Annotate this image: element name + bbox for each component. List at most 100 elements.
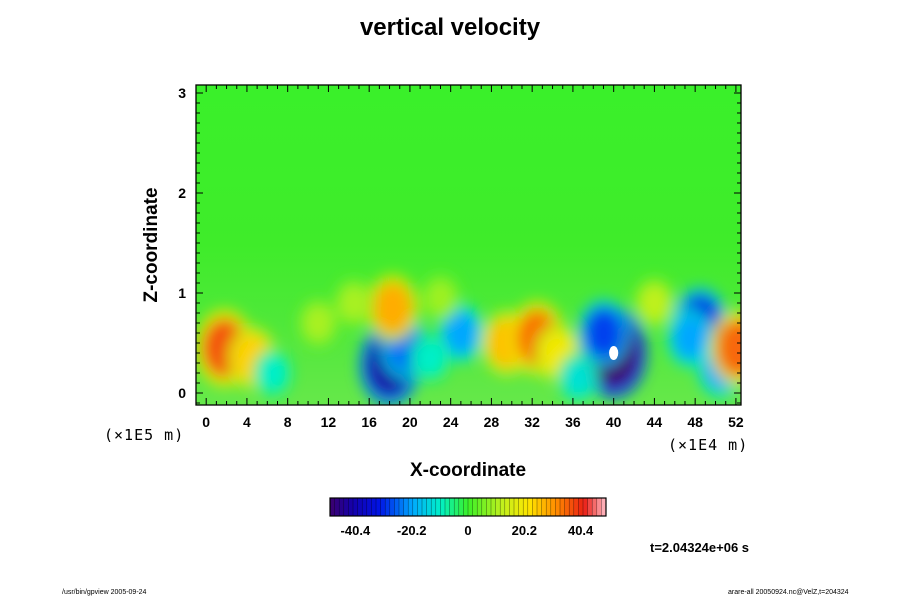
colorbar-segment <box>339 498 345 516</box>
colorbar: -40.4 -20.2 0 20.2 40.4 <box>329 497 607 538</box>
colorbar-segment <box>408 498 414 516</box>
colorbar-segment <box>560 498 565 516</box>
colorbar-segment <box>472 498 478 516</box>
colorbar-tick-label: 40.4 <box>568 523 594 538</box>
out-of-range-core <box>609 346 619 360</box>
colorbar-segment <box>541 498 547 516</box>
colorbar-segment <box>431 498 437 516</box>
colorbar-segment <box>422 498 427 516</box>
colorbar-segment <box>334 498 340 516</box>
colorbar-segment <box>550 498 556 516</box>
feature-core <box>443 311 479 355</box>
colorbar-segment <box>385 498 391 516</box>
colorbar-tick-label: 0 <box>464 523 471 538</box>
colorbar-segment <box>504 498 510 516</box>
colorbar-segment <box>587 498 593 516</box>
y-tick-label: 3 <box>178 85 186 101</box>
colorbar-segment <box>463 498 469 516</box>
colorbar-segment <box>348 498 354 516</box>
feature-core <box>639 284 670 322</box>
footer-right: arare-all 20050924.nc@VelZ,t=204324 <box>728 589 849 596</box>
plot-frame <box>195 84 742 406</box>
feature-core <box>716 320 741 376</box>
y-tick-label: 0 <box>178 385 186 401</box>
colorbar-tick-label: -20.2 <box>397 523 427 538</box>
colorbar-segment <box>495 498 501 516</box>
colorbar-segment <box>380 498 386 516</box>
colorbar-segment <box>403 498 409 516</box>
colorbar-segment <box>491 498 496 516</box>
x-tick-label: 4 <box>243 414 251 430</box>
colorbar-segment <box>583 498 588 516</box>
colorbar-frame <box>329 497 607 517</box>
time-label: t=2.04324e+06 s <box>650 540 750 555</box>
colorbar-segment <box>445 498 450 516</box>
colorbar-segment <box>412 498 418 516</box>
feature-core <box>562 359 594 397</box>
colorbar-segment <box>399 498 404 516</box>
x-unit-label: (×1E4 m) <box>668 436 749 454</box>
x-axis-label: X-coordinate <box>409 460 527 481</box>
colorbar-segment <box>481 498 487 516</box>
colorbar-segment <box>514 498 519 516</box>
colorbar-segment <box>486 498 492 516</box>
feature-core <box>425 280 456 316</box>
feature-core <box>415 340 446 376</box>
y-unit-label: (×1E5 m) <box>104 426 185 444</box>
colorbar-segment <box>518 498 524 516</box>
feature-core <box>672 316 708 360</box>
colorbar-segment <box>573 498 579 516</box>
colorbar-segment <box>440 498 446 516</box>
colorbar-segment <box>371 498 377 516</box>
colorbar-segment <box>596 498 602 516</box>
footer-left: /usr/bin/gpview 2005-09-24 <box>62 589 147 596</box>
x-tick-label: 0 <box>202 414 210 430</box>
x-tick-label: 48 <box>687 414 703 430</box>
colorbar-segment <box>330 498 335 516</box>
colorbar-segment <box>564 498 570 516</box>
y-tick-label: 2 <box>178 185 186 201</box>
colorbar-segment <box>426 498 432 516</box>
colorbar-segment <box>362 498 368 516</box>
colorbar-segment <box>523 498 529 516</box>
colorbar-segment <box>376 498 381 516</box>
colorbar-segment <box>458 498 464 516</box>
colorbar-segment <box>592 498 598 516</box>
colorbar-segment <box>578 498 584 516</box>
colorbar-segment <box>569 498 575 516</box>
x-tick-label: 16 <box>361 414 377 430</box>
x-tick-label: 28 <box>484 414 500 430</box>
colorbar-segment <box>601 498 607 516</box>
feature-core <box>303 305 334 341</box>
colorbar-segment <box>357 498 363 516</box>
x-tick-label: 24 <box>443 414 459 430</box>
x-tick-label: 44 <box>647 414 663 430</box>
colorbar-segment <box>343 498 349 516</box>
colorbar-tick-label: -40.4 <box>341 523 371 538</box>
colorbar-segment <box>477 498 483 516</box>
colorbar-segment <box>435 498 441 516</box>
x-tick-label: 36 <box>565 414 581 430</box>
x-tick-label: 20 <box>402 414 418 430</box>
feature-core <box>257 355 288 391</box>
x-tick-label: 12 <box>321 414 337 430</box>
field-features <box>196 273 741 405</box>
colorbar-segment <box>537 498 542 516</box>
y-tick-label: 1 <box>178 285 186 301</box>
x-tick-label: 8 <box>284 414 292 430</box>
feature-core <box>339 285 369 321</box>
x-tick-label: 52 <box>728 414 744 430</box>
colorbar-segment <box>468 498 473 516</box>
colorbar-segment <box>527 498 533 516</box>
feature-core <box>584 307 623 359</box>
colorbar-segment <box>546 498 552 516</box>
colorbar-tick-label: 20.2 <box>512 523 537 538</box>
colorbar-segment <box>417 498 423 516</box>
plot-area <box>196 85 741 405</box>
colorbar-segment <box>394 498 400 516</box>
x-tick-label: 32 <box>524 414 540 430</box>
colorbar-segment <box>449 498 455 516</box>
x-tick-label: 40 <box>606 414 622 430</box>
